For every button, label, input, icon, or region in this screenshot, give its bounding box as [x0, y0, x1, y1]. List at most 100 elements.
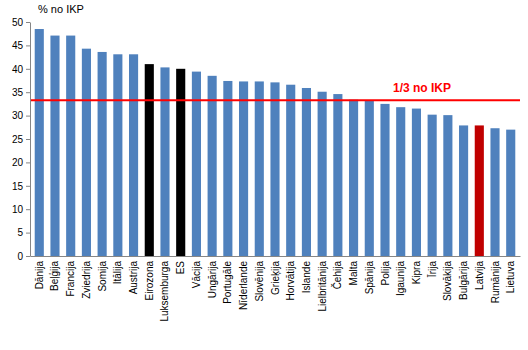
- x-tick-label: Malta: [348, 261, 359, 286]
- reference-label: 1/3 no IKP: [393, 81, 451, 95]
- bar: [239, 81, 248, 256]
- x-tick-label: Igaunija: [395, 261, 406, 296]
- y-tick-mark: [26, 45, 30, 46]
- y-tick: 35: [12, 87, 30, 98]
- x-tick-label: Ungārija: [207, 261, 218, 299]
- y-tick-label: 25: [12, 134, 24, 145]
- bar: [302, 88, 311, 256]
- x-tick-label: Luksemburga: [159, 261, 170, 322]
- bar: [333, 94, 342, 256]
- x-tick: Zviedrija: [81, 256, 92, 299]
- y-axis: 05101520253035404550: [12, 17, 31, 262]
- bar: [66, 36, 75, 256]
- x-tick-label: Austrija: [128, 261, 139, 295]
- x-tick-label: Francija: [65, 261, 76, 297]
- bar: [129, 54, 138, 256]
- x-tick: Lielbritānija: [317, 256, 328, 312]
- x-tick: Malta: [348, 256, 359, 285]
- y-tick: 50: [12, 17, 30, 28]
- x-tick: Dānija: [34, 256, 45, 289]
- x-tick: Rumānija: [490, 256, 501, 303]
- x-tick-label: Rumānija: [490, 261, 501, 304]
- x-tick: Eirozona: [144, 256, 155, 300]
- y-tick-mark: [26, 139, 30, 140]
- x-tick-label: Nīderlande: [238, 261, 249, 310]
- bar: [490, 128, 499, 256]
- x-tick-label: Īrija: [427, 261, 438, 278]
- y-tick-mark: [26, 256, 30, 257]
- x-tick-label: Latvija: [474, 261, 485, 290]
- bar: [349, 100, 358, 256]
- y-tick: 5: [17, 227, 30, 238]
- x-tick: Islande: [301, 256, 312, 293]
- y-tick-label: 35: [12, 87, 24, 98]
- y-tick-label: 20: [12, 157, 24, 168]
- bar: [380, 104, 389, 256]
- x-tick-label: Beļģija: [48, 261, 60, 291]
- bar: [50, 36, 59, 256]
- x-tick: Beļģija: [48, 256, 60, 291]
- x-tick: Francija: [65, 256, 76, 297]
- x-tick-label: Portugāle: [222, 261, 233, 304]
- bar: [270, 82, 279, 256]
- x-tick: Itālija: [112, 256, 123, 284]
- x-tick-label: Eirozona: [144, 261, 155, 301]
- x-tick-label: Itālija: [112, 261, 123, 285]
- x-tick: Čehija: [331, 256, 343, 289]
- y-tick: 25: [12, 134, 30, 145]
- bar: [318, 92, 327, 256]
- bar: [459, 125, 468, 256]
- y-tick-mark: [26, 22, 30, 23]
- bar: [113, 54, 122, 256]
- x-tick-label: Vācija: [191, 261, 202, 289]
- bar: [208, 76, 217, 256]
- bar: [35, 29, 44, 256]
- y-tick-mark: [26, 233, 30, 234]
- x-tick-label: Kipra: [411, 261, 422, 285]
- y-tick: 15: [12, 181, 30, 192]
- y-tick-mark: [26, 209, 30, 210]
- x-tick: Igaunija: [395, 256, 406, 296]
- x-tick-label: Lielbritānija: [317, 261, 328, 312]
- y-tick: 10: [12, 204, 30, 215]
- bar: [145, 64, 154, 256]
- bar: [428, 115, 437, 256]
- y-tick: 0: [17, 251, 30, 262]
- x-tick-label: Polija: [380, 261, 391, 286]
- x-tick: Nīderlande: [238, 256, 249, 310]
- chart: 1/3 no IKP05101520253035404550DānijaBeļģ…: [0, 0, 528, 350]
- y-axis-title: % no IKP: [38, 3, 84, 15]
- y-axis-line: [30, 23, 31, 257]
- x-tick: Polija: [380, 256, 391, 285]
- plot: 1/3 no IKP05101520253035404550DānijaBeļģ…: [12, 17, 521, 322]
- x-tick: Ungārija: [207, 256, 218, 298]
- y-tick: 40: [12, 64, 30, 75]
- bar: [412, 109, 421, 256]
- x-tick-label: Čehija: [331, 261, 343, 290]
- x-axis: DānijaBeļģija Francija Zviedrija Somija Itāl…: [31, 256, 521, 322]
- x-tick-label: Islande: [301, 261, 312, 294]
- x-tick-label: Slovākija: [442, 261, 453, 301]
- x-tick: Kipra: [411, 256, 422, 284]
- y-tick: 45: [12, 40, 30, 51]
- x-tick: Luksemburga: [159, 256, 170, 322]
- bar: [82, 49, 91, 256]
- bar: [506, 130, 515, 256]
- bar: [475, 125, 484, 256]
- bar: [160, 67, 169, 256]
- y-tick-mark: [26, 116, 30, 117]
- x-tick-label: Dānija: [34, 261, 45, 290]
- x-tick: Somija: [97, 256, 108, 292]
- bar: [286, 85, 295, 256]
- reference-line: [30, 99, 520, 101]
- y-tick-label: 40: [12, 64, 24, 75]
- marks: [30, 29, 520, 256]
- x-tick: Bulgārija: [458, 256, 469, 300]
- x-tick-label: ES: [175, 261, 186, 275]
- y-tick-mark: [26, 69, 30, 70]
- y-tick-label: 10: [12, 204, 24, 215]
- x-tick-label: Spānija: [364, 261, 375, 295]
- x-tick-label: Grieķija: [270, 261, 281, 295]
- x-tick: Latvija: [474, 256, 485, 290]
- x-tick-label: Somija: [97, 261, 108, 292]
